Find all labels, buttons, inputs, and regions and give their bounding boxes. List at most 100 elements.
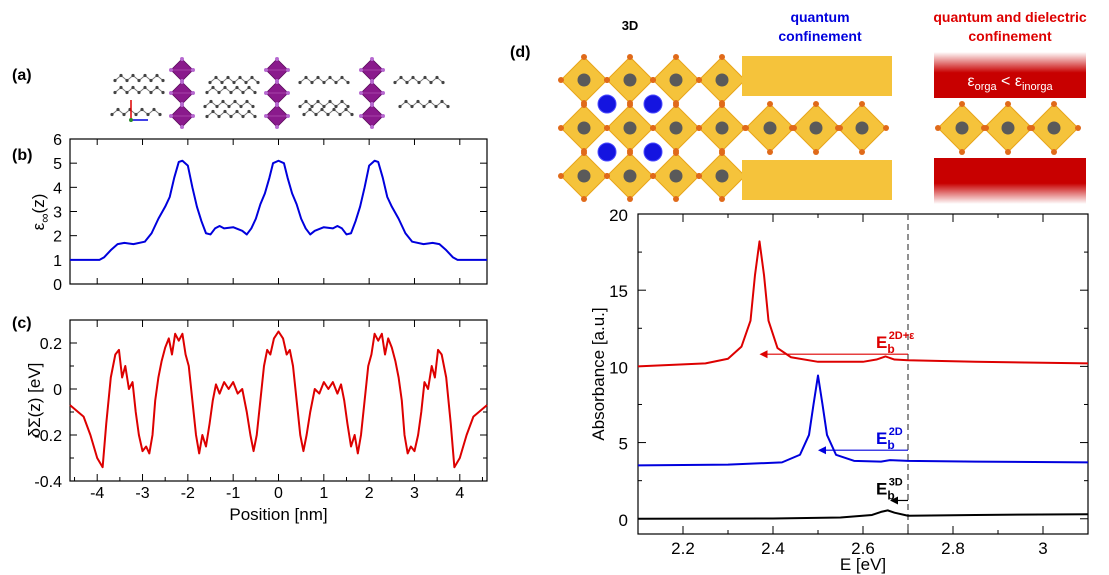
cation-atom [597, 142, 617, 162]
organic-chain-atom [314, 112, 318, 117]
halide-atom [650, 77, 656, 83]
organic-chain-atom [250, 75, 254, 80]
halide-atom [381, 91, 385, 95]
organic-chain-atom [161, 90, 165, 95]
organic-chain-atom [149, 78, 153, 83]
organic-chain-atom [131, 73, 135, 78]
halide-atom [719, 54, 725, 60]
dielectric-confinement-schematic: εorga < εinorga [934, 52, 1086, 204]
organic-chain-atom [217, 90, 221, 95]
halide-atom [789, 125, 795, 131]
binding-energy-label-2: Eb3D [876, 476, 903, 502]
y-tick-label: 4 [53, 180, 62, 197]
chart-self-energy-profile: -0.4 -0.2 0 0.2 -4 -3 -2 -1 0 1 2 3 4 Position [nm] δΣ… [25, 319, 488, 524]
halide-atom [627, 196, 633, 202]
series-line-1 [637, 374, 1089, 467]
organic-chain-atom [346, 104, 350, 109]
halide-atom [1051, 149, 1057, 155]
halide-atom [275, 125, 279, 129]
organic-chain-atom [229, 90, 233, 95]
quantum-confinement-schematic [742, 56, 892, 200]
epsilon-sub-orga: orga [975, 81, 998, 93]
x-tick-label: 4 [455, 485, 464, 502]
metal-atom [855, 121, 869, 135]
halide-atom [719, 196, 725, 202]
organic-chain-atom [137, 78, 141, 83]
halide-atom [581, 54, 587, 60]
organic-chain-atom [310, 104, 314, 109]
y-tick-label: 3 [53, 205, 62, 222]
halide-atom [604, 173, 610, 179]
x-tick-label: -3 [135, 485, 149, 502]
halide-atom [604, 125, 610, 131]
halide-atom [650, 173, 656, 179]
organic-chain-atom [404, 99, 408, 104]
organic-chain-atom [238, 75, 242, 80]
halide-atom [191, 114, 195, 118]
halide-atom [381, 114, 385, 118]
metal-atom [1047, 121, 1061, 135]
metal-atom [715, 73, 729, 87]
organic-chain-atom [122, 112, 126, 117]
barrier-layer-bottom [742, 160, 892, 200]
halide-atom [169, 68, 173, 72]
organic-chain-atom [247, 85, 251, 90]
panel-label-c: (c) [12, 315, 32, 332]
organic-chain-atom [334, 104, 338, 109]
y-tick-label: 10 [609, 358, 628, 377]
halide-atom [1027, 125, 1033, 131]
halide-atom [370, 57, 374, 61]
organic-chain-atom [340, 75, 344, 80]
organic-chain-atom [209, 99, 213, 104]
x-tick-label: -4 [90, 485, 104, 502]
halide-atom [719, 102, 725, 108]
organic-chain-atom [434, 104, 438, 109]
halide-atom [696, 77, 702, 83]
organic-chain-atom [235, 109, 239, 114]
dielectric-layer-top [934, 52, 1086, 98]
chart-absorbance: 0 5 10 15 20 2.2 2.4 2.6 2.8 3 Eb2D+ε Eb2D Eb3D E [eV… [589, 206, 1089, 574]
organic-chain-atom [316, 99, 320, 104]
organic-chain-atom [446, 104, 450, 109]
organic-chain-atom [422, 104, 426, 109]
metal-atom [577, 121, 591, 135]
halide-atom [169, 91, 173, 95]
organic-chain-atom [410, 104, 414, 109]
organic-chain-atom [119, 73, 123, 78]
halide-atom [627, 54, 633, 60]
series-line-self-energy [69, 330, 488, 469]
organic-chain-atom [241, 114, 245, 119]
x-tick-label: -2 [181, 485, 195, 502]
y-tick-label: 15 [609, 282, 628, 301]
halide-atom [673, 102, 679, 108]
organic-chain-atom [143, 73, 147, 78]
binding-energy-label-1: Eb2D [876, 426, 903, 452]
halide-atom [859, 101, 865, 107]
halide-atom [581, 150, 587, 156]
organic-chain-atom [346, 80, 350, 85]
organic-chain-atom [316, 75, 320, 80]
organic-chain-atom [322, 104, 326, 109]
halide-atom [169, 114, 173, 118]
y-tick-label: 5 [53, 156, 62, 173]
organic-chain-atom [241, 90, 245, 95]
panel-label-a: (a) [12, 67, 32, 84]
organic-chain-atom [217, 114, 221, 119]
x-tick-label: 3 [1038, 539, 1047, 558]
halide-atom [673, 150, 679, 156]
halide-atom [1005, 149, 1011, 155]
organic-chain-atom [328, 99, 332, 104]
organic-chain-atom [405, 80, 409, 85]
series-line-0 [637, 240, 1089, 368]
halide-atom [767, 101, 773, 107]
halide-atom [859, 149, 865, 155]
series-line-epsilon [70, 159, 487, 261]
organic-chain-atom [411, 75, 415, 80]
organic-chain-atom [428, 99, 432, 104]
halide-atom [370, 125, 374, 129]
less-than-sign: < [997, 73, 1015, 90]
chart-dielectric-profile: 0 1 2 3 4 5 6 ε∞(z) [29, 132, 488, 294]
halide-atom [1075, 125, 1081, 131]
organic-chain-atom [393, 80, 397, 85]
